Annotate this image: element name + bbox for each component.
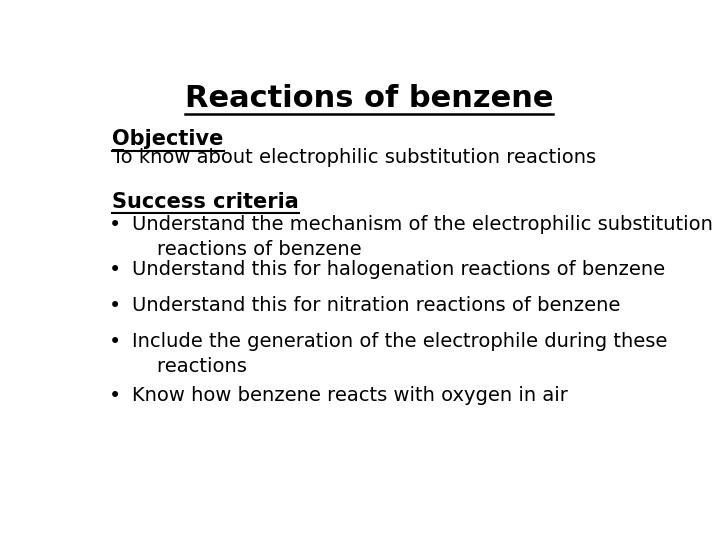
Text: Include the generation of the electrophile during these
    reactions: Include the generation of the electrophi… [132,332,667,376]
Text: •: • [109,260,121,280]
Text: To know about electrophilic substitution reactions: To know about electrophilic substitution… [112,148,596,167]
Text: Understand this for nitration reactions of benzene: Understand this for nitration reactions … [132,295,620,315]
Text: Success criteria: Success criteria [112,192,299,212]
Text: Know how benzene reacts with oxygen in air: Know how benzene reacts with oxygen in a… [132,386,568,405]
Text: •: • [109,295,121,315]
Text: Understand this for halogenation reactions of benzene: Understand this for halogenation reactio… [132,260,665,279]
Text: •: • [109,386,121,406]
Text: •: • [109,332,121,352]
Text: Understand the mechanism of the electrophilic substitution
    reactions of benz: Understand the mechanism of the electrop… [132,215,713,259]
Text: Reactions of benzene: Reactions of benzene [185,84,553,112]
Text: •: • [109,215,121,235]
Text: Objective: Objective [112,129,224,149]
